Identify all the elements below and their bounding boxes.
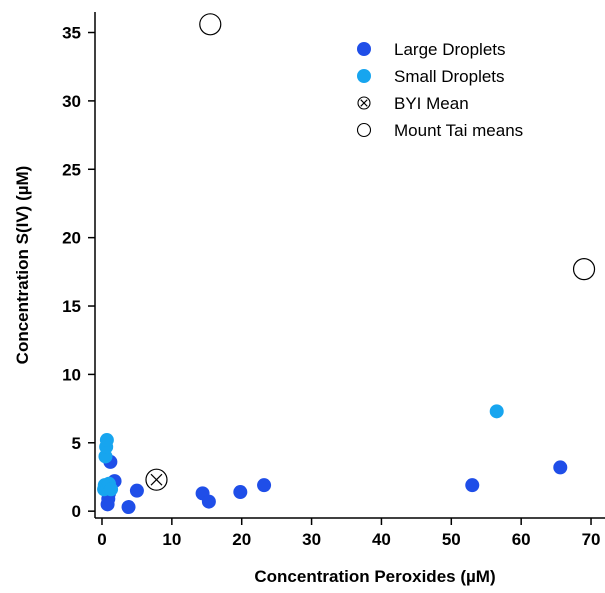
- legend-marker: [356, 122, 372, 138]
- data-point: [489, 404, 504, 419]
- y-tick-label: 25: [62, 160, 81, 179]
- y-tick-label: 10: [62, 365, 81, 384]
- series-0: [100, 454, 568, 515]
- y-tick-label: 30: [62, 92, 81, 111]
- legend-item: Small Droplets: [357, 67, 505, 86]
- data-point: [104, 482, 119, 497]
- y-tick-label: 5: [72, 434, 81, 453]
- x-tick-label: 10: [162, 530, 181, 549]
- legend-marker: [357, 69, 371, 83]
- legend-marker: [357, 96, 371, 110]
- legend: Large Droplets Small Droplets BYI Mean Moun…: [356, 40, 523, 140]
- legend-item: Mount Tai means: [356, 121, 523, 140]
- data-point: [233, 485, 248, 500]
- x-axis: 0 10 20 30 40 50 60 70: [95, 517, 605, 549]
- x-tick-label: 60: [512, 530, 531, 549]
- x-tick-label: 70: [582, 530, 601, 549]
- plot-area: [97, 13, 596, 515]
- series-3: [199, 13, 596, 281]
- data-point: [201, 494, 216, 509]
- data-point: [553, 460, 568, 475]
- data-point: [99, 433, 114, 448]
- data-point: [199, 13, 222, 36]
- legend-item: BYI Mean: [357, 94, 469, 113]
- data-point: [257, 478, 272, 493]
- x-axis-title: Concentration Peroxides (µM): [254, 567, 495, 586]
- legend-label: Mount Tai means: [394, 121, 523, 140]
- data-point: [129, 483, 144, 498]
- data-point: [145, 468, 168, 491]
- x-tick-label: 30: [302, 530, 321, 549]
- legend-label: Large Droplets: [394, 40, 506, 59]
- legend-label: BYI Mean: [394, 94, 469, 113]
- data-point: [572, 258, 596, 281]
- x-tick-label: 50: [442, 530, 461, 549]
- data-point: [121, 500, 136, 515]
- x-tick-label: 20: [232, 530, 251, 549]
- data-point: [465, 478, 480, 493]
- legend-label: Small Droplets: [394, 67, 505, 86]
- y-axis: 0 5 10 15 20 25 30 35: [62, 12, 96, 521]
- series-1: [97, 404, 504, 497]
- y-tick-label: 15: [62, 297, 81, 316]
- y-tick-label: 35: [62, 24, 81, 43]
- legend-marker: [357, 42, 371, 56]
- series-2: [145, 468, 168, 491]
- x-tick-label: 0: [97, 530, 106, 549]
- y-axis-title: Concentration S(IV) (µM): [13, 166, 32, 365]
- legend-item: Large Droplets: [357, 40, 506, 59]
- y-tick-label: 0: [72, 502, 81, 521]
- y-tick-label: 20: [62, 229, 81, 248]
- x-tick-label: 40: [372, 530, 391, 549]
